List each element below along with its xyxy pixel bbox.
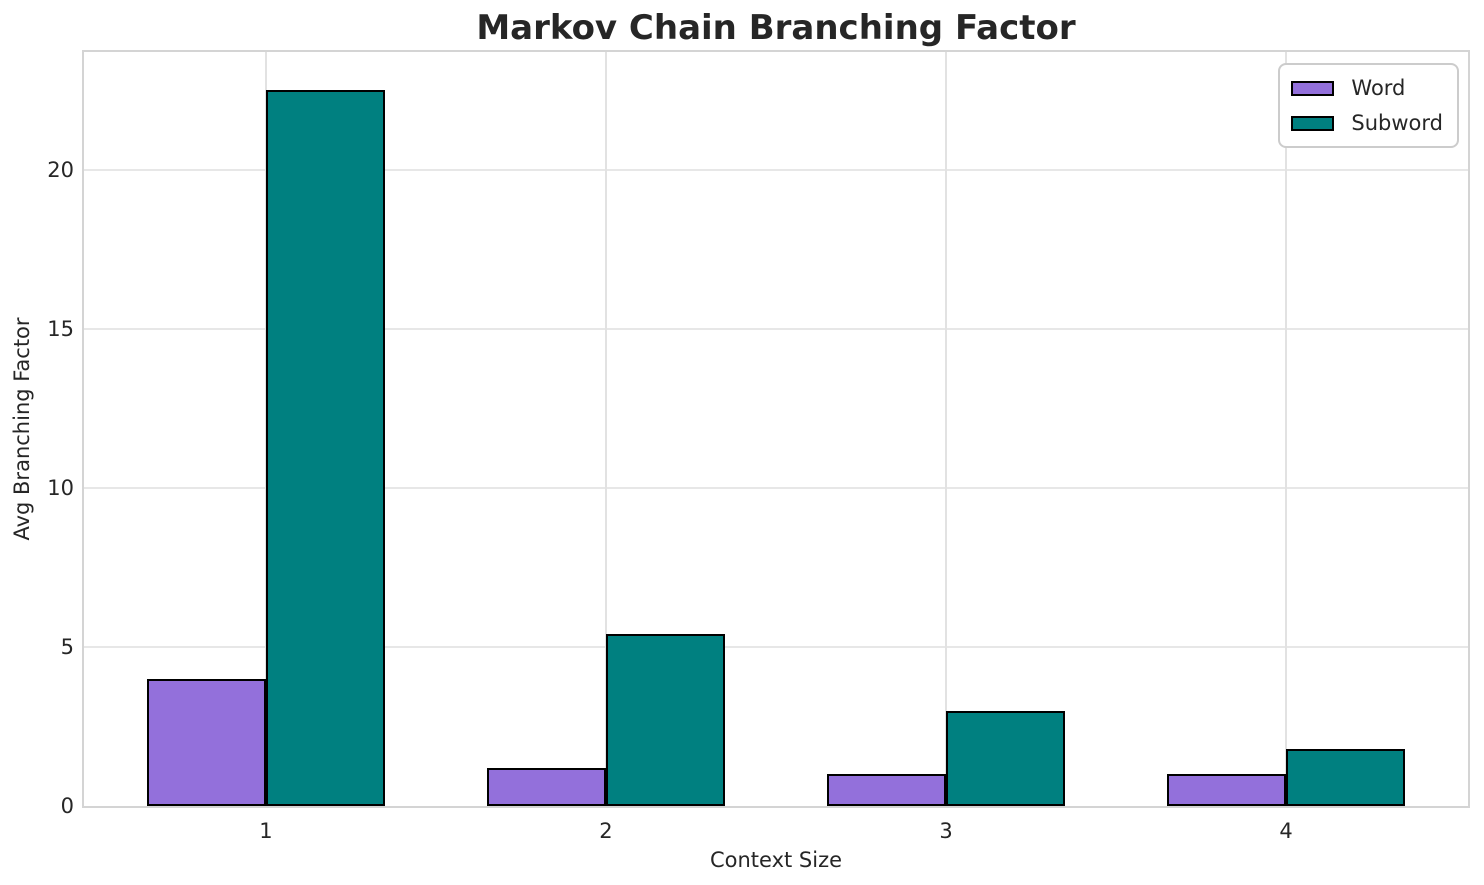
x-tick-label: 4 bbox=[1279, 819, 1293, 843]
v-gridline bbox=[945, 52, 948, 806]
legend-label-subword: Subword bbox=[1351, 111, 1443, 135]
h-gridline bbox=[84, 486, 1468, 489]
legend-swatch-subword bbox=[1291, 115, 1335, 131]
legend-item-subword: Subword bbox=[1291, 109, 1443, 137]
bar-word bbox=[827, 774, 947, 806]
h-gridline bbox=[84, 645, 1468, 648]
chart-title: Markov Chain Branching Factor bbox=[476, 8, 1076, 48]
legend: Word Subword bbox=[1278, 63, 1459, 148]
y-tick-label: 15 bbox=[47, 316, 74, 341]
y-tick-label: 0 bbox=[60, 794, 74, 818]
bar-word bbox=[486, 767, 606, 806]
legend-swatch-word bbox=[1291, 80, 1335, 96]
h-gridline bbox=[84, 168, 1468, 171]
bar-subword bbox=[946, 710, 1066, 806]
plot-area bbox=[82, 50, 1470, 808]
bar-subword bbox=[1286, 748, 1406, 806]
v-gridline bbox=[1285, 52, 1288, 806]
y-tick-label: 20 bbox=[47, 157, 74, 182]
y-tick-label: 5 bbox=[60, 634, 74, 659]
x-tick-label: 1 bbox=[259, 819, 273, 843]
x-axis-label: Context Size bbox=[709, 848, 843, 872]
bar-subword bbox=[265, 90, 385, 806]
bar-word bbox=[146, 678, 266, 806]
y-tick-label: 10 bbox=[47, 475, 74, 500]
h-gridline bbox=[84, 327, 1468, 330]
legend-item-word: Word bbox=[1291, 74, 1443, 102]
bar-subword bbox=[605, 634, 725, 806]
bar-word bbox=[1167, 774, 1287, 806]
y-axis-label: Avg Branching Factor bbox=[10, 317, 34, 541]
x-tick-label: 2 bbox=[599, 819, 613, 843]
v-gridline bbox=[604, 52, 607, 806]
legend-label-word: Word bbox=[1351, 76, 1406, 100]
x-tick-label: 3 bbox=[939, 819, 953, 843]
